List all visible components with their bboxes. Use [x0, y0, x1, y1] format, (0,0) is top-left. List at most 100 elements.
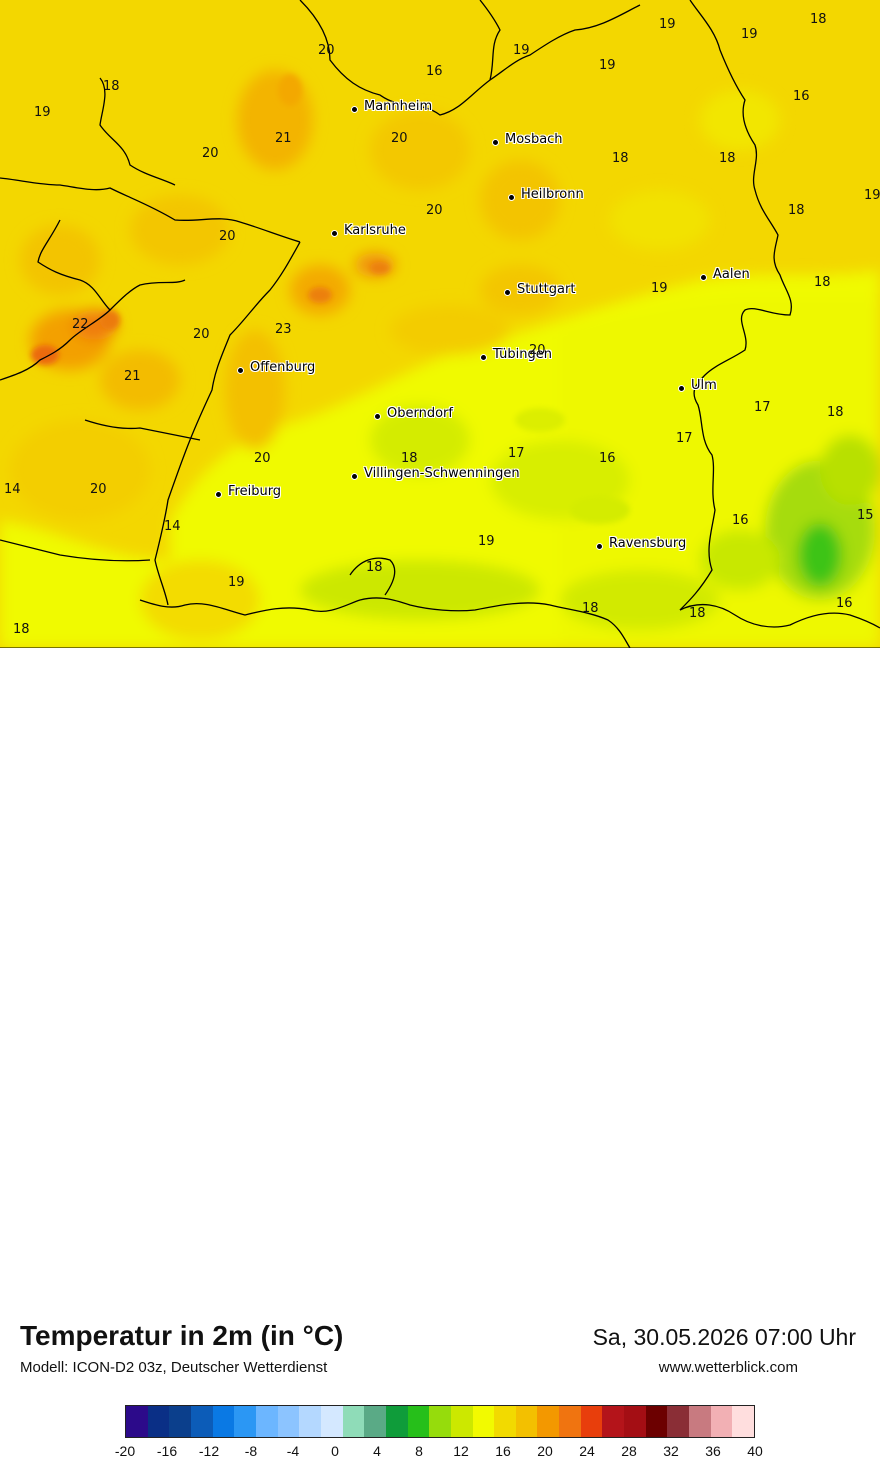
temperature-value: 20: [529, 343, 546, 358]
legend-tick-label: -20: [114, 1443, 136, 1459]
temperature-value: 18: [719, 151, 736, 166]
temperature-value: 20: [193, 327, 210, 342]
website-link[interactable]: www.wetterblick.com: [658, 1359, 798, 1376]
temperature-value: 19: [599, 58, 616, 73]
temperature-field: [0, 70, 880, 648]
map-title: Temperatur in 2m (in °C): [20, 1320, 344, 1351]
legend-tick-label: 28: [621, 1443, 637, 1459]
legend-tick-label: -4: [286, 1443, 300, 1459]
temperature-value: 20: [219, 229, 236, 244]
temperature-value: 16: [426, 64, 443, 79]
temperature-value: 18: [366, 560, 383, 575]
city-label[interactable]: Offenburg: [250, 360, 316, 375]
legend-tick-label: 32: [663, 1443, 679, 1459]
legend-swatch: [624, 1406, 646, 1437]
legend-tick-label: -16: [156, 1443, 178, 1459]
city-marker: [678, 385, 685, 392]
temperature-value: 18: [788, 203, 805, 218]
temperature-map[interactable]: Mannheim Mosbach Heilbronn Karlsruhe Stuttga…: [0, 0, 880, 648]
legend-swatch: [710, 1406, 733, 1437]
temperature-value: 19: [478, 534, 495, 549]
city-label[interactable]: Villingen-Schwenningen: [364, 466, 520, 481]
legend-swatch: [667, 1406, 690, 1437]
legend-tick-label: 8: [415, 1443, 423, 1459]
temperature-value: 18: [612, 151, 629, 166]
legend-swatch: [190, 1406, 213, 1437]
temperature-value: 19: [864, 188, 880, 203]
city-marker: [331, 230, 338, 237]
forecast-datetime: Sa, 30.05.2026 07:00 Uhr: [592, 1324, 856, 1350]
city-marker: [492, 139, 499, 146]
legend-swatch: [450, 1406, 473, 1437]
city-label[interactable]: Mosbach: [505, 132, 563, 147]
temperature-value: 19: [513, 43, 530, 58]
legend-swatch: [126, 1406, 148, 1437]
temperature-value: 17: [508, 446, 525, 461]
temperature-value: 20: [254, 451, 271, 466]
temperature-value: 18: [582, 601, 599, 616]
temperature-value: 16: [836, 596, 853, 611]
city-label[interactable]: Oberndorf: [387, 406, 453, 421]
temperature-spots: [31, 74, 630, 524]
city-marker: [508, 194, 515, 201]
city-marker: [504, 289, 511, 296]
city-marker: [374, 413, 381, 420]
temperature-value: 19: [741, 27, 758, 42]
legend-tick-label: 4: [373, 1443, 381, 1459]
city-label[interactable]: Heilbronn: [521, 187, 584, 202]
legend-tick-label: 40: [747, 1443, 763, 1459]
model-info: Modell: ICON-D2 03z, Deutscher Wetterdie…: [20, 1359, 328, 1376]
temperature-value: 14: [164, 519, 181, 534]
temperature-value: 18: [103, 79, 120, 94]
temperature-value: 16: [793, 89, 810, 104]
temperature-value: 19: [651, 281, 668, 296]
city-label[interactable]: Tübingen: [493, 347, 552, 362]
legend-ticks: -20 -16 -12 -8 -4 0 4 8 12 16 20 24 28 32 36 40: [115, 1443, 763, 1463]
temperature-value: 16: [599, 451, 616, 466]
legend-swatch: [429, 1406, 451, 1437]
city-marker: [215, 491, 222, 498]
legend-swatch: [277, 1406, 300, 1437]
legend-swatch: [255, 1406, 278, 1437]
legend-swatch: [147, 1406, 170, 1437]
city-label[interactable]: Karlsruhe: [344, 223, 406, 238]
city-marker: [596, 543, 603, 550]
temperature-value: 18: [401, 451, 418, 466]
temperature-value: 21: [275, 131, 292, 146]
temperature-value: 17: [676, 431, 693, 446]
legend-swatch: [169, 1406, 191, 1437]
city-label[interactable]: Mannheim: [364, 99, 433, 114]
legend-swatch: [299, 1406, 321, 1437]
temperature-value: 19: [659, 17, 676, 32]
legend-swatch: [645, 1406, 668, 1437]
city-label[interactable]: Freiburg: [228, 484, 282, 499]
city-marker: [480, 354, 487, 361]
temperature-value: 18: [814, 275, 831, 290]
legend-tick-label: -12: [198, 1443, 220, 1459]
color-legend: [125, 1405, 755, 1438]
legend-tick-label: 20: [537, 1443, 553, 1459]
legend-swatch: [580, 1406, 603, 1437]
temperature-value: 22: [72, 317, 89, 332]
temperature-value: 19: [228, 575, 245, 590]
legend-swatch: [385, 1406, 408, 1437]
legend-tick-label: 24: [579, 1443, 595, 1459]
state-borders: [0, 0, 880, 648]
legend-swatch: [537, 1406, 560, 1437]
legend-swatch: [342, 1406, 365, 1437]
temperature-value: 18: [13, 622, 30, 637]
city-label[interactable]: Aalen: [713, 267, 750, 282]
temperature-value: 18: [689, 606, 706, 621]
city-label[interactable]: Ravensburg: [609, 536, 687, 551]
legend-swatch: [320, 1406, 343, 1437]
temperature-value: 20: [202, 146, 219, 161]
city-label[interactable]: Stuttgart: [517, 282, 576, 297]
temperature-value: 14: [4, 482, 21, 497]
legend-swatch: [472, 1406, 495, 1437]
legend-swatch: [602, 1406, 625, 1437]
legend-swatch: [559, 1406, 581, 1437]
city-label[interactable]: Ulm: [691, 378, 717, 393]
legend-tick-label: 0: [331, 1443, 339, 1459]
legend-tick-label: 12: [453, 1443, 469, 1459]
legend-swatch: [407, 1406, 430, 1437]
